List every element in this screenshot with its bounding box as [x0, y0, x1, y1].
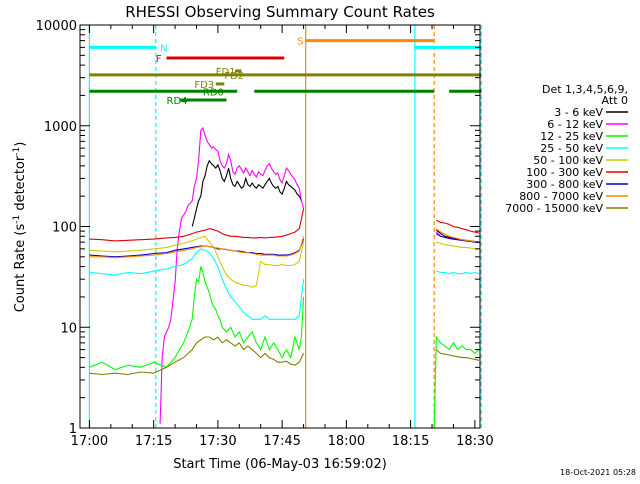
x-axis-label: Start Time (06-May-03 16:59:02) [173, 457, 387, 472]
y-axis-label-part: detector [13, 155, 28, 215]
footer-timestamp: 18-Oct-2021 05:28 [560, 468, 636, 477]
x-tick-label: 17:45 [263, 434, 300, 449]
legend-label: 50 - 100 keV [533, 154, 603, 167]
chart-title: RHESSI Observing Summary Count Rates [125, 3, 435, 21]
series-line-800-7000-kev [89, 236, 305, 259]
series-line-3-6-kev [191, 159, 302, 227]
x-tick-label: 17:00 [71, 434, 108, 449]
flag-label-n: N [160, 43, 167, 54]
time-marker-lines [88, 25, 482, 428]
y-axis-label-part: ) [13, 142, 28, 147]
y-axis-label-sup: -1 [12, 147, 22, 156]
y-tick-label: 10 [60, 321, 77, 336]
flag-label-s: S [297, 37, 303, 48]
y-tick-label: 100 [52, 221, 77, 236]
x-tick-label: 17:15 [135, 434, 172, 449]
x-axis-ticks: 17:00 17:15 17:30 17:45 18:00 18:15 18:30 [71, 25, 494, 449]
y-axis-label: Count Rate (s-1 detector-1) [12, 142, 28, 313]
y-axis-label-part: Count Rate (s [13, 224, 28, 313]
legend-label: 800 - 7000 keV [519, 190, 603, 203]
y-axis-label-sup: -1 [12, 215, 22, 224]
series-line-25-50-kev [89, 248, 305, 320]
series-line-100-300-kev-after-gap [436, 219, 480, 234]
y-tick-label: 10000 [36, 19, 77, 34]
series-line-12-25-kev-after-gap [433, 335, 480, 429]
x-tick-label: 18:15 [392, 434, 429, 449]
flag-label-f: F [156, 54, 162, 65]
y-tick-label: 1000 [44, 120, 77, 135]
flag-label-rd4: RD4 [167, 96, 188, 107]
legend-header-line: Att 0 [602, 94, 628, 107]
legend-label: 3 - 6 keV [554, 106, 603, 119]
series-lines [89, 126, 480, 429]
flag-label-fd1: FD1 [216, 67, 236, 78]
series-line-800-7000-kev-after-gap [435, 228, 480, 243]
flag-label-rd0: RD0 [203, 87, 224, 98]
series-line-100-300-kev [89, 208, 305, 242]
legend-label: 300 - 800 keV [526, 178, 603, 191]
y-axis-ticks: 1 10 100 1000 10000 [36, 19, 480, 437]
x-tick-label: 17:30 [199, 434, 236, 449]
series-line-7000-15000-kev-after-gap [435, 349, 480, 361]
series-line-6-12-kev [159, 126, 305, 424]
series-line-25-50-kev-after-gap [436, 270, 480, 275]
flag-label-fd3: FD3 [194, 80, 214, 91]
legend-label: 7000 - 15000 keV [505, 202, 603, 215]
series-line-12-25-kev [89, 266, 305, 371]
x-tick-label: 18:00 [328, 434, 365, 449]
legend-label: 6 - 12 keV [547, 118, 603, 131]
series-line-50-100-kev [89, 235, 305, 288]
legend-label: 100 - 300 keV [526, 166, 603, 179]
series-line-300-800-kev-after-gap [436, 233, 480, 243]
legend-label: 12 - 25 keV [540, 130, 603, 143]
legend-header-line: Det 1,3,4,5,6,9, [542, 83, 628, 96]
y-tick-label: 1 [69, 422, 77, 437]
flag-label-fd2: FD2 [224, 71, 244, 82]
series-line-50-100-kev-after-gap [436, 241, 480, 250]
legend-label: 25 - 50 keV [540, 142, 603, 155]
series-line-7000-15000-kev [89, 336, 305, 376]
x-tick-label: 18:30 [456, 434, 493, 449]
